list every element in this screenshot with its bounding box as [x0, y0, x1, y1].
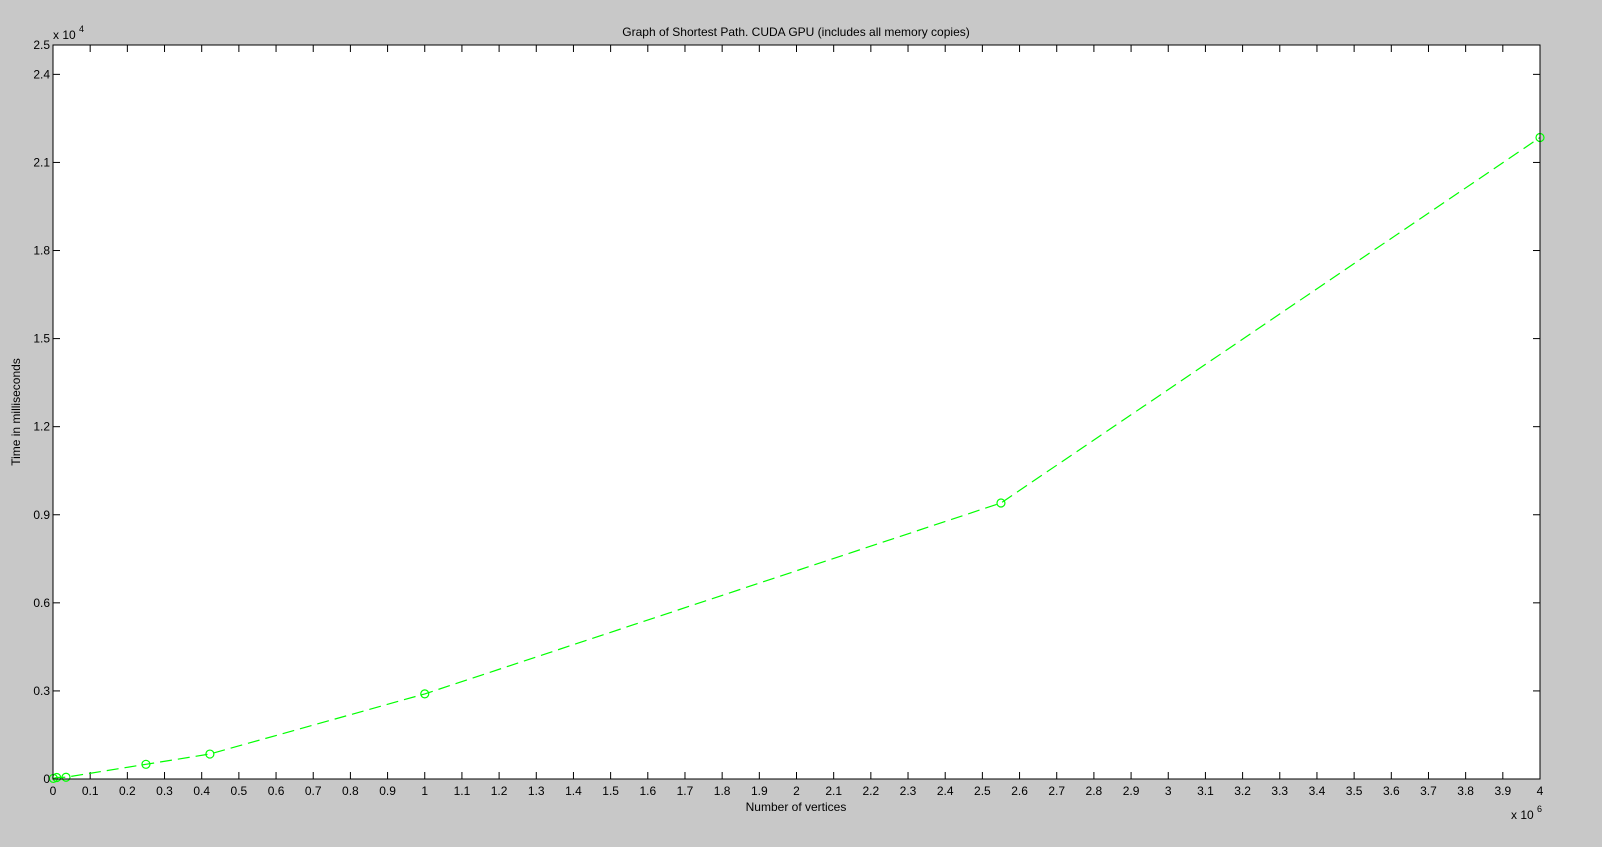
x-tick-label: 1.8 [714, 784, 731, 798]
x-tick-label: 1.2 [491, 784, 508, 798]
x-tick-label: 3.6 [1383, 784, 1400, 798]
y-tick-label: 0 [43, 772, 50, 786]
x-tick-label: 1.3 [528, 784, 545, 798]
axes-box [52, 44, 1541, 780]
x-tick-label: 2.7 [1048, 784, 1065, 798]
data-point-marker [996, 498, 1006, 508]
y-axis-label: Time in milliseconds [9, 358, 23, 466]
y-tick-label: 2.4 [33, 67, 50, 81]
y-tick-label: 0.3 [33, 684, 50, 698]
x-tick-label: 2.6 [1011, 784, 1028, 798]
series-line [53, 137, 1541, 779]
data-point-marker [61, 772, 71, 782]
y-tick-label: 1.5 [33, 332, 50, 346]
y-tick-labels: 0 0.3 0.6 0.9 1.2 1.5 1.8 2.1 2.4 2.5 [33, 38, 50, 786]
x-exponent-power: 6 [1537, 804, 1542, 814]
x-tick-label: 1.1 [454, 784, 471, 798]
x-axis-label: Number of vertices [746, 800, 847, 814]
x-tick-label: 3 [1165, 784, 1172, 798]
x-tick-label: 2.9 [1123, 784, 1140, 798]
data-point-marker [205, 749, 215, 759]
x-tick-label: 3.9 [1494, 784, 1511, 798]
x-tick-label: 0.5 [231, 784, 248, 798]
x-tick-label: 0.3 [156, 784, 173, 798]
x-tick-label: 1.4 [565, 784, 582, 798]
x-tick-label: 0.2 [119, 784, 136, 798]
x-tick-label: 3.2 [1234, 784, 1251, 798]
y-tick-label: 0.9 [33, 508, 50, 522]
x-tick-label: 0.4 [193, 784, 210, 798]
x-tick-label: 3.1 [1197, 784, 1214, 798]
x-tick-label: 1.6 [639, 784, 656, 798]
x-tick-label: 2.8 [1086, 784, 1103, 798]
x-tick-label: 2.4 [937, 784, 954, 798]
x-tick-label: 0.1 [82, 784, 99, 798]
x-tick-label: 0.9 [379, 784, 396, 798]
x-tick-label: 3.4 [1309, 784, 1326, 798]
y-tick-label: 1.2 [33, 420, 50, 434]
x-exponent-label: x 10 6 [1511, 804, 1542, 822]
y-tick-label: 0.6 [33, 596, 50, 610]
x-tick-labels: 0 0.1 0.2 0.3 0.4 0.5 0.6 0.7 0.8 0.9 1 1.1 1.2 1.3 1.… [50, 784, 1544, 798]
y-tick-label: 1.8 [33, 244, 50, 258]
x-tick-label: 1.9 [751, 784, 768, 798]
x-tick-label: 1.7 [677, 784, 694, 798]
y-exponent-power: 4 [79, 24, 84, 34]
x-tick-label: 1.5 [602, 784, 619, 798]
y-exponent-base: x 10 [53, 28, 76, 42]
x-exponent-base: x 10 [1511, 808, 1534, 822]
x-tick-label: 2.5 [974, 784, 991, 798]
x-tick-label: 0 [50, 784, 57, 798]
y-tick-label: 2.5 [33, 38, 50, 52]
x-tick-label: 4 [1537, 784, 1544, 798]
plot-area [53, 45, 1540, 779]
y-exponent-label: x 10 4 [53, 24, 84, 42]
x-tick-label: 3.3 [1271, 784, 1288, 798]
x-tick-label: 0.8 [342, 784, 359, 798]
x-tick-label: 3.7 [1420, 784, 1437, 798]
x-tick-label: 0.6 [268, 784, 285, 798]
x-tick-label: 2.1 [825, 784, 842, 798]
x-tick-label: 3.8 [1457, 784, 1474, 798]
x-tick-label: 2 [793, 784, 800, 798]
data-point-marker [141, 759, 151, 769]
x-tick-label: 0.7 [305, 784, 322, 798]
y-tick-label: 2.1 [33, 155, 50, 169]
data-point-marker [420, 689, 430, 699]
x-tick-label: 1 [421, 784, 428, 798]
chart-title: Graph of Shortest Path. CUDA GPU (includ… [622, 25, 969, 39]
x-tick-label: 3.5 [1346, 784, 1363, 798]
x-tick-label: 2.3 [900, 784, 917, 798]
x-tick-label: 2.2 [863, 784, 880, 798]
